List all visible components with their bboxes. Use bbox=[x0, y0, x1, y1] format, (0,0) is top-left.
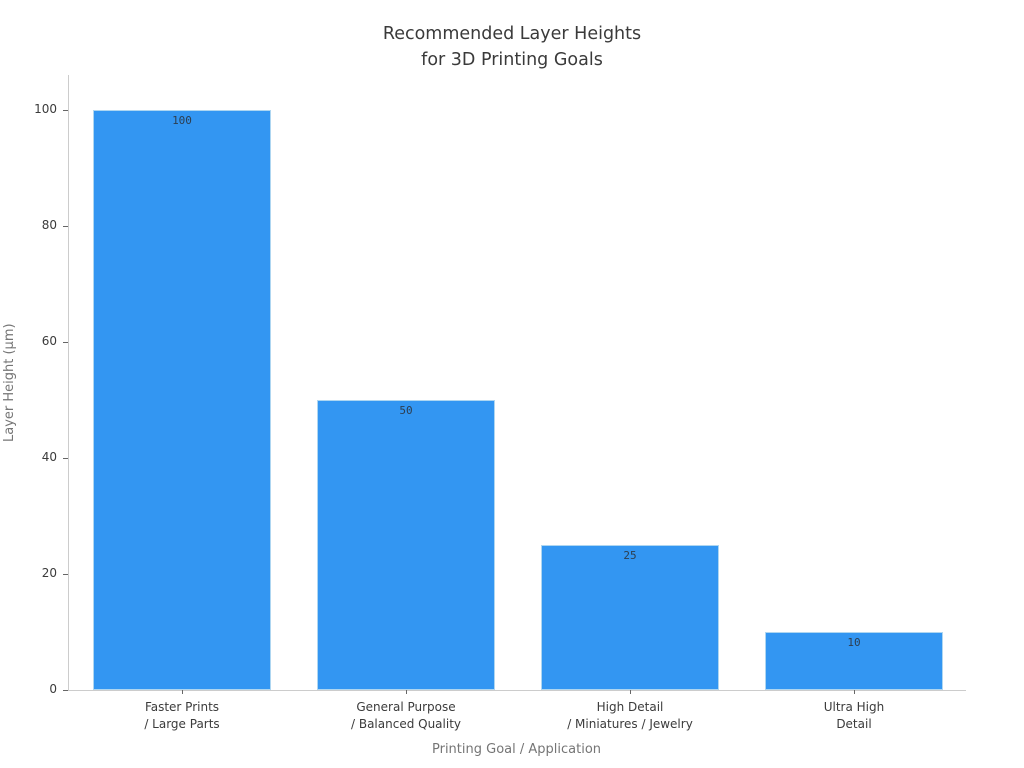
x-category-label-line: High Detail bbox=[596, 700, 664, 714]
x-category-label-line: / Balanced Quality bbox=[350, 716, 462, 731]
plot-area: 0 20 40 60 80 100 100 Faster Prints / Large Part… bbox=[34, 75, 966, 731]
x-category-label: General Purpose / Balanced Quality bbox=[294, 699, 518, 732]
bar-value-label: 100 bbox=[172, 114, 192, 127]
x-category-label: High Detail / Miniatures / Jewelry bbox=[518, 699, 742, 732]
y-tick-label: 40 bbox=[41, 450, 57, 464]
bar: 50 bbox=[317, 400, 495, 690]
x-tick-mark bbox=[181, 690, 183, 694]
x-category-label-line: Ultra High bbox=[823, 700, 885, 714]
y-tick-label: 80 bbox=[41, 218, 57, 232]
y-tick-mark bbox=[63, 457, 68, 459]
bar-value-label: 10 bbox=[847, 636, 861, 649]
bar: 10 bbox=[765, 632, 943, 690]
y-tick-mark bbox=[63, 225, 68, 227]
bar-value-label: 25 bbox=[623, 549, 637, 562]
chart-title: Recommended Layer Heights for 3D Printin… bbox=[0, 21, 1024, 73]
y-axis-label: Layer Height (μm) bbox=[2, 323, 17, 442]
bar: 25 bbox=[541, 545, 719, 690]
x-tick-mark bbox=[405, 690, 407, 694]
x-category-label: Ultra High Detail bbox=[742, 699, 966, 732]
y-tick-label: 0 bbox=[49, 682, 57, 696]
x-axis-label: Printing Goal / Application bbox=[431, 742, 602, 757]
x-tick-mark bbox=[629, 690, 631, 694]
y-tick-mark bbox=[63, 341, 68, 343]
x-category-label-line: / Miniatures / Jewelry bbox=[567, 716, 693, 731]
x-category-label-line: General Purpose bbox=[356, 700, 456, 714]
bar: 100 bbox=[93, 110, 271, 690]
y-tick-label: 100 bbox=[34, 102, 57, 116]
y-tick-mark bbox=[63, 109, 68, 111]
chart-title-line1: Recommended Layer Heights bbox=[382, 24, 642, 44]
x-category-label: Faster Prints / Large Parts bbox=[70, 699, 294, 732]
x-category-label-line: Faster Prints bbox=[144, 700, 220, 714]
y-tick-mark bbox=[63, 573, 68, 575]
y-tick-label: 60 bbox=[41, 334, 57, 348]
bar-value-label: 50 bbox=[399, 404, 413, 417]
x-category-label-line: Detail bbox=[836, 716, 872, 731]
chart-title-line2: for 3D Printing Goals bbox=[421, 50, 603, 70]
y-tick-mark bbox=[63, 689, 68, 691]
x-tick-mark bbox=[853, 690, 855, 694]
x-category-label-line: / Large Parts bbox=[144, 716, 220, 731]
y-tick-label: 20 bbox=[41, 566, 57, 580]
